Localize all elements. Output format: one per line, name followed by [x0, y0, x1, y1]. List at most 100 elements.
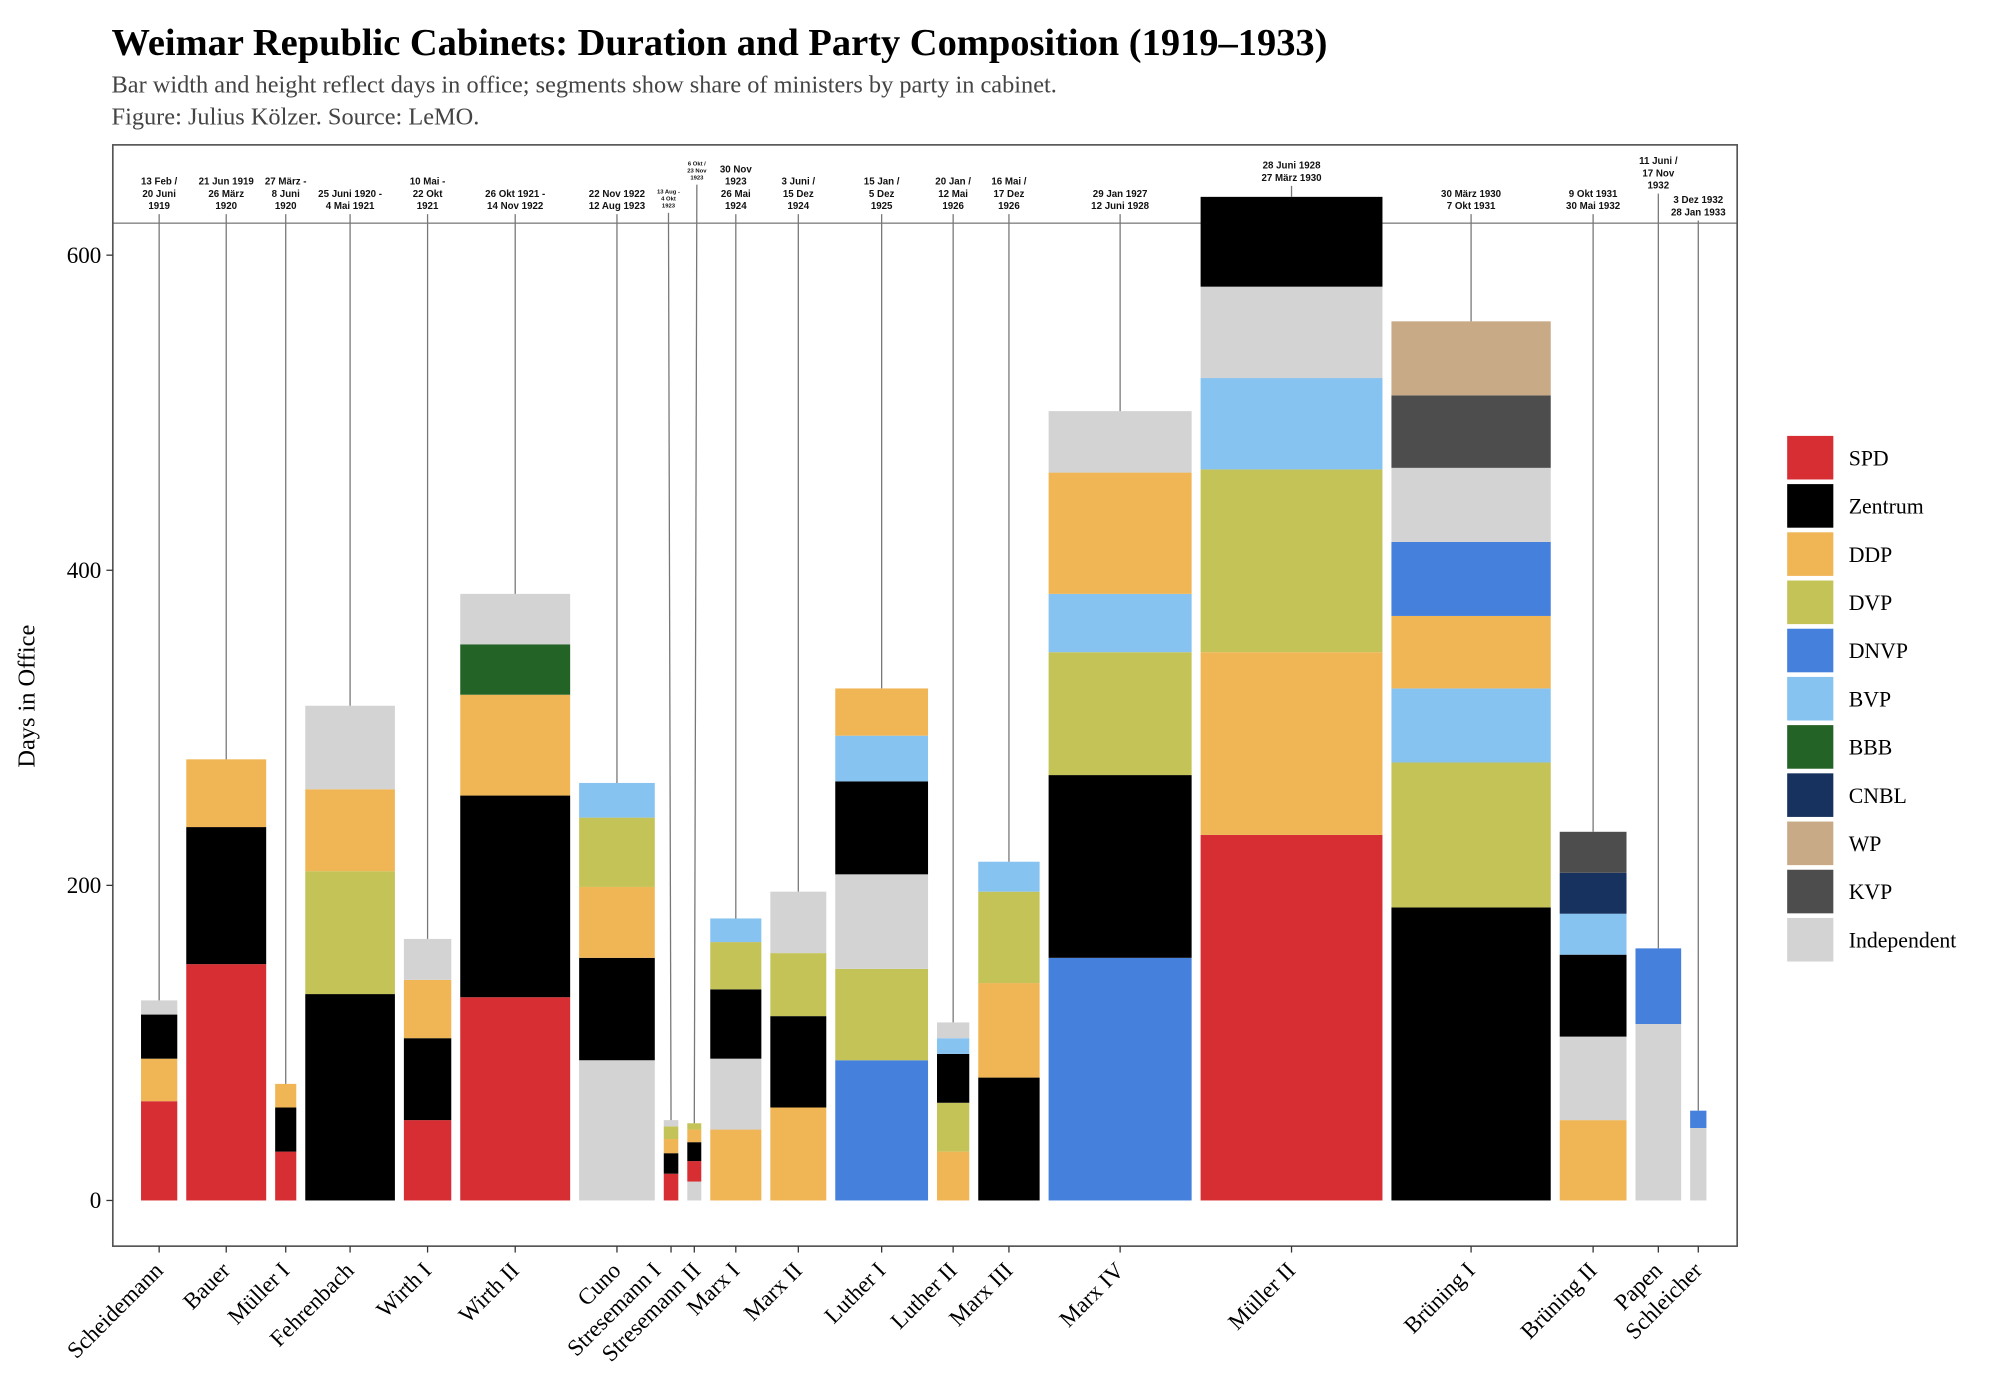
date-annotation: 25 Juni 1920 -4 Mai 1921	[318, 189, 382, 212]
legend-key	[1787, 676, 1834, 721]
bar-brüning-i: 30 März 1930 7 Okt 1931 Brüning I	[1391, 189, 1551, 1338]
bar-segment-dvp	[978, 891, 1040, 984]
legend-label: DVP	[1849, 591, 1893, 615]
bar-segment-ddp	[403, 979, 452, 1039]
date-annotation-line: 20 Jan /	[935, 177, 971, 188]
date-annotation-line: 22 Okt	[413, 189, 444, 200]
bar-segment-bvp	[1559, 913, 1627, 955]
date-annotation-line: 21 Jun 1919	[199, 177, 255, 188]
y-axis-label: Days in Office	[14, 625, 41, 768]
date-annotation-line: 17 Nov	[1642, 168, 1675, 179]
bar-segment-independent	[835, 874, 929, 969]
date-annotation-line: 28 Jan 1933	[1671, 207, 1726, 218]
bar-segment-kvp	[1391, 395, 1551, 468]
bar-segment-ddp	[1391, 615, 1551, 689]
bar-segment-independent	[141, 1000, 178, 1015]
bar-segment-ddp	[937, 1151, 970, 1201]
bar-segment-zentrum	[1559, 954, 1627, 1037]
bar-segment-zentrum	[770, 1016, 827, 1108]
bar-segment-ddp	[141, 1058, 178, 1102]
date-annotation-line: 26 Mai	[721, 189, 751, 200]
bar-segment-ddp	[460, 694, 571, 796]
plot-area: 0 200 400 600 13 Feb /20 Juni 1919 Scheidemann…	[62, 144, 1739, 1366]
y-tick-label: 600	[67, 242, 102, 268]
bar-segment-dvp	[937, 1102, 970, 1152]
legend-label: DNVP	[1849, 639, 1908, 663]
date-annotation-line: 27 März -	[265, 177, 307, 188]
x-tick-label: Wirth I	[371, 1257, 436, 1322]
bar-segment-zentrum	[186, 827, 267, 965]
bar-segment-independent	[460, 593, 571, 645]
bar-segment-zentrum	[710, 989, 762, 1059]
legend-item-kvp: KVP	[1787, 869, 1892, 914]
x-tick-label: Luther II	[885, 1257, 962, 1334]
bar-segment-independent	[770, 891, 827, 954]
legend-key	[1787, 869, 1834, 914]
bar-segment-dnvp	[1690, 1110, 1707, 1128]
bar-segment-ddp	[275, 1083, 297, 1108]
date-annotation-line: 25 Juni 1920 -	[318, 189, 382, 200]
date-annotation-line: 1920	[215, 201, 237, 212]
bar-segment-independent	[1559, 1036, 1627, 1121]
date-annotation: 3 Juni /15 Dez 1924	[782, 177, 816, 212]
bar-segment-independent	[579, 1060, 655, 1201]
legend-key	[1787, 484, 1834, 528]
bar-segment-dvp	[663, 1126, 679, 1140]
bar-segment-spd	[186, 964, 267, 1201]
date-annotation-line: 12 Juni 1928	[1091, 201, 1149, 212]
bar-segment-wp	[1391, 321, 1551, 396]
bar-segment-ddp	[1559, 1120, 1627, 1201]
bar-segment-ddp	[687, 1129, 702, 1143]
date-annotation-line: 7 Okt 1931	[1447, 201, 1496, 212]
bar-segment-bvp	[1391, 688, 1551, 763]
bar-segment-spd	[275, 1151, 297, 1201]
bar-segment-spd	[460, 997, 571, 1201]
legend-item-wp: WP	[1787, 821, 1881, 866]
bar-segment-dvp	[305, 871, 395, 995]
legend-key	[1787, 580, 1834, 625]
x-tick-label: Müller II	[1222, 1257, 1300, 1335]
bar-segment-dvp	[1048, 652, 1192, 776]
bar-segment-dnvp	[1391, 541, 1551, 616]
bar-segment-zentrum	[460, 795, 571, 998]
date-annotation-line: 12 Mai	[938, 189, 968, 200]
legend-key	[1787, 628, 1834, 673]
bar-wirth-ii: 26 Okt 1921 -14 Nov 1922 Wirth II	[453, 189, 571, 1328]
bar-segment-bvp	[1200, 378, 1383, 470]
legend-key	[1787, 725, 1834, 769]
date-annotation-line: 20 Juni	[142, 189, 176, 200]
bar-segment-dvp	[579, 817, 655, 887]
bar-segment-zentrum	[1200, 196, 1383, 287]
bar-segment-spd	[663, 1173, 679, 1201]
bar-segment-ddp	[1048, 472, 1192, 594]
leader-line	[667, 212, 672, 1121]
bar-segment-independent	[1391, 467, 1551, 542]
legend-item-spd: SPD	[1787, 435, 1889, 480]
bar-segment-independent	[305, 705, 395, 790]
y-tick-label: 400	[67, 557, 102, 583]
date-annotation-line: 1923	[662, 204, 676, 210]
bar-segment-zentrum	[835, 781, 929, 875]
date-annotation-line: 26 Okt 1921 -	[485, 189, 545, 200]
date-annotation-line: 1920	[275, 201, 297, 212]
date-annotation-line: 4 Okt	[661, 197, 676, 203]
bar-segment-bvp	[579, 782, 655, 818]
bar-segment-zentrum	[663, 1153, 679, 1174]
date-annotation-line: 9 Okt 1931	[1569, 189, 1618, 200]
date-annotation-line: 29 Jan 1927	[1093, 189, 1148, 200]
legend-item-independent: Independent	[1787, 917, 1956, 962]
bar-segment-independent	[1635, 1024, 1682, 1201]
bar-segment-independent	[1200, 286, 1383, 379]
bar-segment-zentrum	[403, 1038, 452, 1121]
bar-segment-spd	[687, 1161, 702, 1182]
date-annotation-line: 15 Jan /	[864, 177, 900, 188]
date-annotation: 3 Dez 1932 28 Jan 1933	[1671, 195, 1726, 218]
legend-item-dvp: DVP	[1787, 580, 1893, 625]
bar-segment-bbb	[460, 644, 571, 695]
bar-segment-independent	[663, 1120, 679, 1127]
y-tick-label: 200	[67, 872, 102, 898]
bar-segment-bvp	[937, 1038, 970, 1054]
